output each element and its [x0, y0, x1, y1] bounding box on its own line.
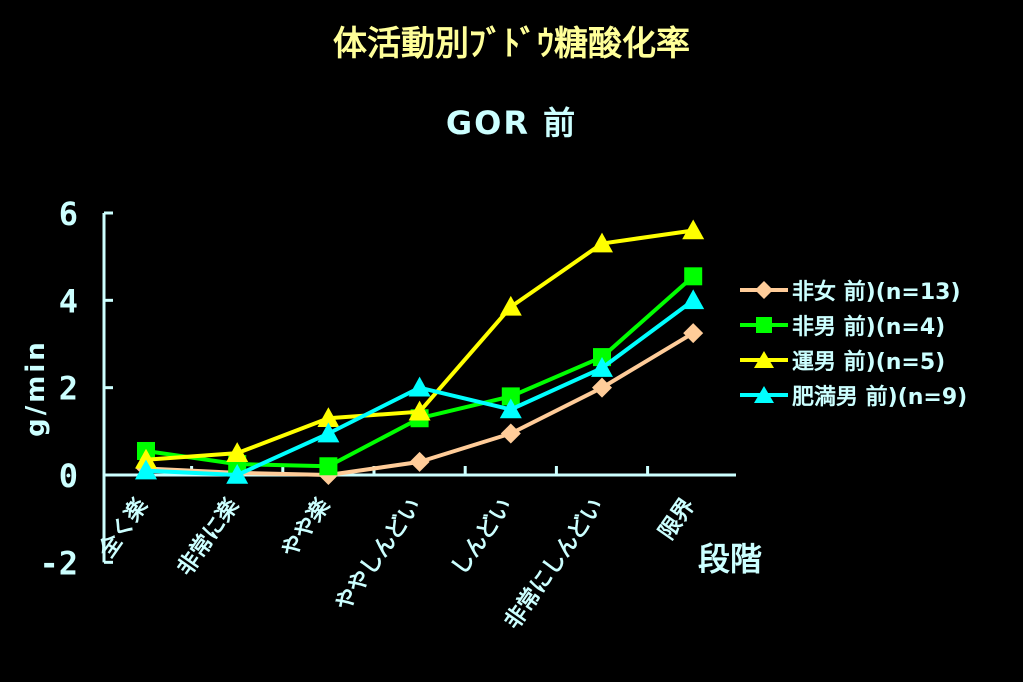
data-point: [135, 448, 157, 469]
legend-label: 肥満男 前)(n=9): [792, 384, 968, 410]
data-point: [591, 232, 613, 253]
data-point: [592, 377, 612, 398]
legend-label: 非女 前)(n=13): [792, 279, 961, 305]
legend-swatch: [740, 280, 788, 299]
data-point: [591, 357, 613, 377]
data-point: [319, 457, 338, 476]
y-axis-label: g/min: [21, 339, 51, 437]
data-point: [226, 442, 249, 462]
x-tick-label: やや楽: [276, 493, 336, 563]
legend-item: 非男 前)(n=4): [738, 307, 967, 342]
data-point: [682, 219, 705, 240]
x-tick-label: ややしんどい: [331, 494, 427, 616]
data-point: [501, 387, 520, 406]
y-tick-label: 2: [59, 370, 78, 408]
data-point: [499, 398, 522, 419]
legend-swatch: [740, 350, 788, 368]
legend-label: 運男 前)(n=5): [792, 349, 946, 375]
chart-subtitle: GOR 前: [445, 104, 578, 142]
data-point: [226, 464, 249, 484]
data-point: [683, 323, 704, 344]
x-tick-label: 限界: [654, 494, 700, 544]
x-tick-label: 全く楽: [93, 493, 153, 564]
legend-label: 非男 前)(n=4): [792, 314, 946, 340]
data-point: [499, 295, 522, 316]
x-tick-label: 非常にしんどい: [500, 494, 609, 635]
data-point: [409, 451, 430, 472]
data-point: [135, 459, 157, 480]
legend: 非女 前)(n=13) 非男 前)(n=4) 運男 前)(n=5) 肥満男 前)(n=…: [738, 272, 967, 412]
series-line-1: [145, 274, 695, 469]
legend-swatch: [740, 316, 788, 333]
legend-item: 運男 前)(n=5): [738, 342, 967, 377]
y-tick-label: 0: [59, 457, 78, 495]
data-point: [408, 400, 431, 421]
data-point: [682, 289, 705, 310]
x-tick-label: しんどい: [447, 494, 518, 580]
data-point: [500, 423, 521, 444]
chart-title: 体活動別ﾌﾞﾄﾞｳ糖酸化率: [333, 24, 690, 64]
y-tick-label: 4: [59, 282, 78, 320]
y-tick-label: -2: [39, 544, 78, 582]
data-point: [408, 376, 431, 397]
legend-swatch: [740, 385, 788, 403]
data-point: [317, 407, 340, 428]
y-tick-label: 6: [59, 195, 78, 233]
x-tick-label: 非常に楽: [172, 493, 244, 581]
data-point: [684, 267, 703, 286]
x-axis-label: 段階: [698, 540, 762, 578]
legend-item: 肥満男 前)(n=9): [738, 377, 967, 412]
legend-item: 非女 前)(n=13): [738, 272, 967, 307]
data-point: [317, 422, 340, 443]
